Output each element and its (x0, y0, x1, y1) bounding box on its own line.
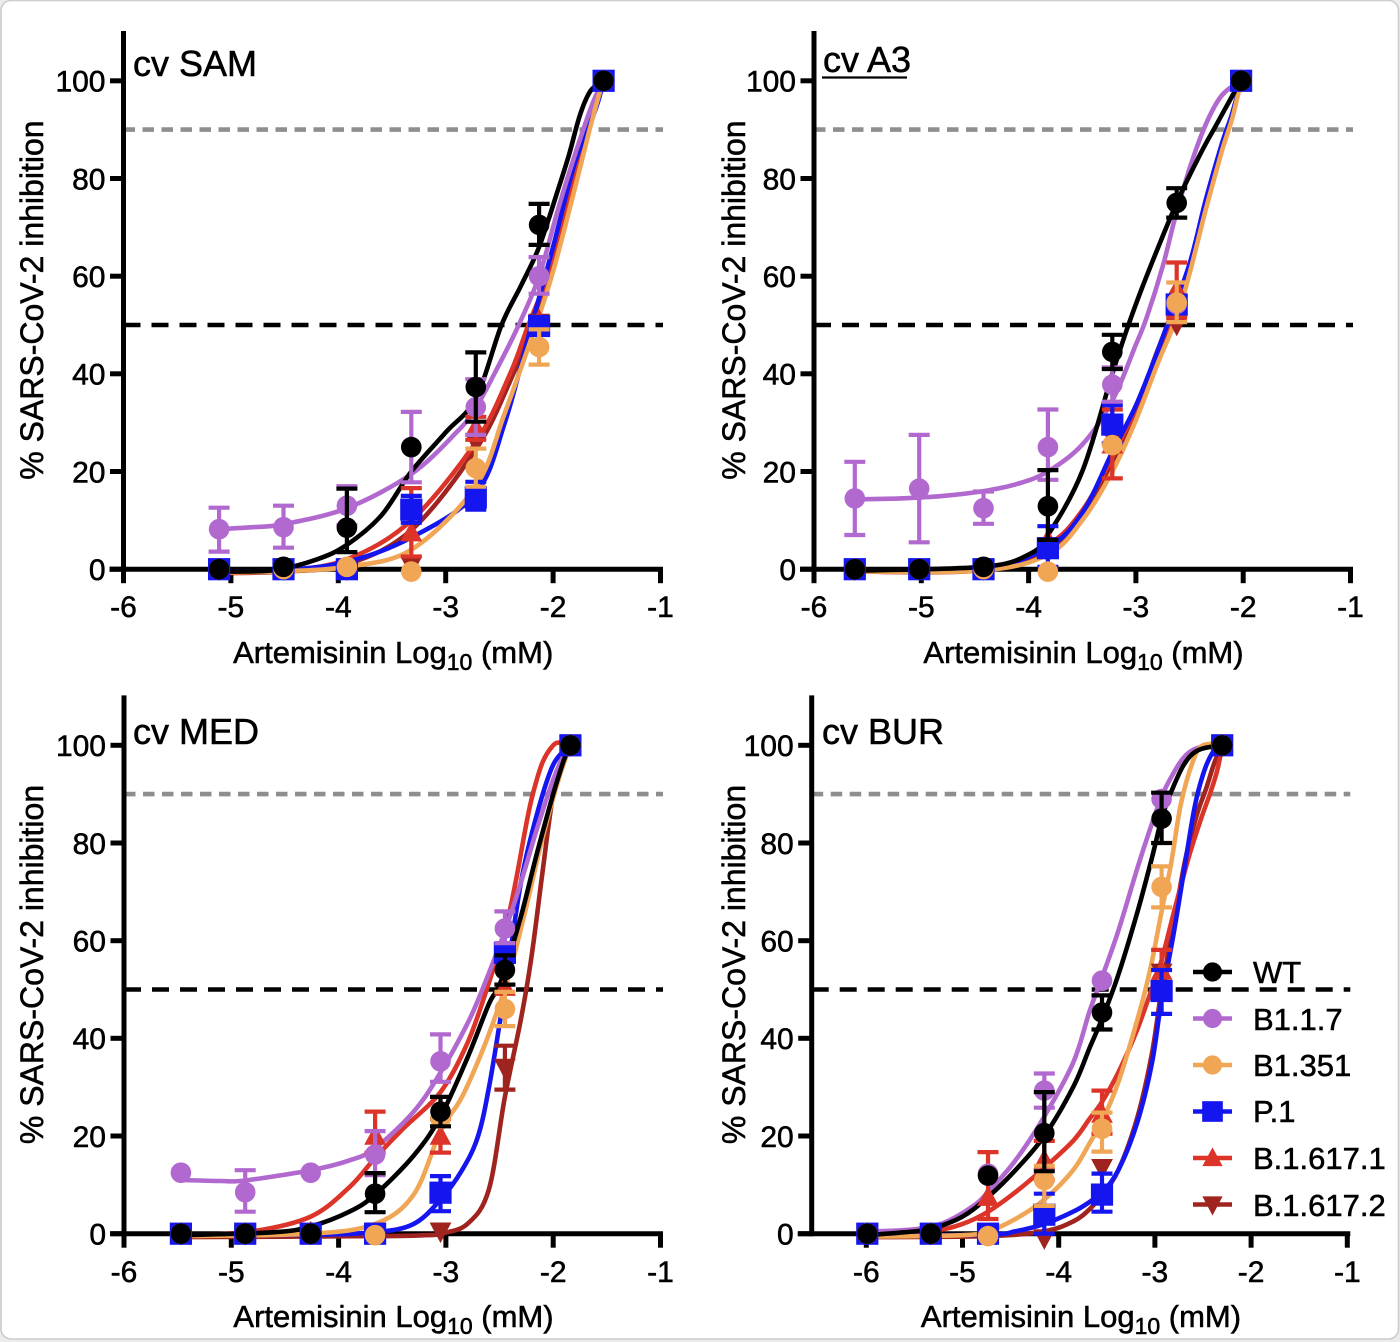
svg-text:cv A3: cv A3 (823, 39, 911, 80)
svg-text:80: 80 (760, 828, 793, 861)
svg-text:-5: -5 (908, 591, 935, 624)
svg-text:0: 0 (89, 554, 106, 587)
svg-text:B.1.617.2: B.1.617.2 (1253, 1188, 1386, 1223)
svg-text:Artemisinin Log10 (mM): Artemisinin Log10 (mM) (921, 1299, 1241, 1339)
svg-text:Artemisinin Log10 (mM): Artemisinin Log10 (mM) (923, 635, 1243, 675)
svg-text:0: 0 (89, 1219, 106, 1252)
svg-text:20: 20 (73, 1121, 106, 1154)
svg-text:80: 80 (73, 828, 106, 861)
svg-text:WT: WT (1253, 955, 1301, 990)
svg-text:20: 20 (763, 456, 796, 489)
svg-text:40: 40 (73, 1023, 106, 1056)
svg-text:-2: -2 (540, 1256, 567, 1289)
svg-text:% SARS-CoV-2 inhibition: % SARS-CoV-2 inhibition (14, 785, 50, 1144)
svg-text:cv BUR: cv BUR (822, 711, 944, 752)
svg-text:B1.351: B1.351 (1253, 1048, 1351, 1083)
svg-text:-6: -6 (111, 1256, 138, 1289)
svg-text:-5: -5 (949, 1256, 976, 1289)
svg-text:40: 40 (763, 359, 796, 392)
svg-text:% SARS-CoV-2 inhibition: % SARS-CoV-2 inhibition (14, 120, 50, 479)
svg-text:% SARS-CoV-2 inhibition: % SARS-CoV-2 inhibition (716, 120, 752, 479)
svg-text:P.1: P.1 (1253, 1094, 1296, 1129)
svg-text:-2: -2 (1230, 591, 1257, 624)
svg-text:80: 80 (763, 163, 796, 196)
svg-text:40: 40 (760, 1023, 793, 1056)
svg-text:-6: -6 (853, 1256, 880, 1289)
svg-text:-3: -3 (1123, 591, 1150, 624)
svg-text:% SARS-CoV-2 inhibition: % SARS-CoV-2 inhibition (716, 785, 752, 1144)
svg-text:-6: -6 (110, 591, 137, 624)
svg-text:-2: -2 (1238, 1256, 1265, 1289)
svg-text:-4: -4 (1015, 591, 1042, 624)
svg-text:-5: -5 (218, 1256, 245, 1289)
svg-text:-2: -2 (540, 591, 567, 624)
svg-text:-5: -5 (218, 591, 245, 624)
svg-text:-1: -1 (1337, 591, 1364, 624)
svg-text:-3: -3 (433, 1256, 460, 1289)
svg-text:100: 100 (55, 66, 105, 99)
svg-text:-1: -1 (647, 1256, 674, 1289)
svg-text:B1.1.7: B1.1.7 (1253, 1002, 1343, 1037)
svg-text:-6: -6 (801, 591, 828, 624)
svg-text:cv MED: cv MED (133, 711, 259, 752)
svg-text:20: 20 (760, 1121, 793, 1154)
svg-text:-3: -3 (432, 591, 459, 624)
svg-text:-4: -4 (325, 1256, 352, 1289)
svg-text:cv SAM: cv SAM (133, 43, 257, 84)
svg-text:0: 0 (777, 1219, 794, 1252)
svg-text:-4: -4 (1045, 1256, 1072, 1289)
svg-text:60: 60 (760, 926, 793, 959)
svg-text:100: 100 (746, 66, 796, 99)
svg-text:-3: -3 (1142, 1256, 1169, 1289)
svg-text:60: 60 (72, 261, 105, 294)
svg-text:60: 60 (73, 926, 106, 959)
svg-text:0: 0 (779, 554, 796, 587)
svg-text:-1: -1 (647, 591, 674, 624)
svg-text:Artemisinin Log10 (mM): Artemisinin Log10 (mM) (233, 1299, 553, 1339)
svg-text:40: 40 (72, 359, 105, 392)
svg-text:Artemisinin Log10 (mM): Artemisinin Log10 (mM) (233, 635, 553, 675)
svg-text:100: 100 (56, 730, 106, 763)
svg-text:-1: -1 (1334, 1256, 1361, 1289)
svg-text:B.1.617.1: B.1.617.1 (1253, 1141, 1386, 1176)
svg-text:20: 20 (72, 456, 105, 489)
svg-text:80: 80 (72, 163, 105, 196)
svg-text:-4: -4 (325, 591, 352, 624)
svg-text:60: 60 (763, 261, 796, 294)
svg-text:100: 100 (744, 730, 794, 763)
